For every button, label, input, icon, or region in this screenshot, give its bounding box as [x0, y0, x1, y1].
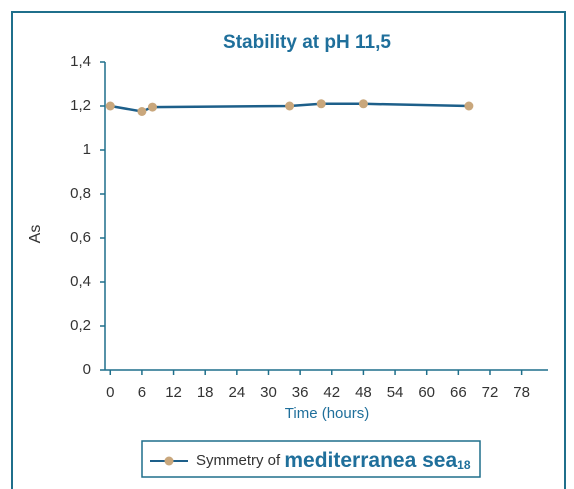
y-axis-label: As: [27, 225, 44, 244]
y-tick-label: 1,2: [70, 97, 91, 114]
data-point: [285, 101, 295, 111]
y-tick-label: 0: [83, 361, 91, 378]
y-tick-label: 1: [83, 141, 91, 158]
data-point: [137, 107, 147, 116]
y-tick-label: 0,2: [70, 317, 91, 334]
legend-label: Symmetry of mediterranea sea18: [196, 449, 471, 473]
y-tick-label: 0,6: [70, 229, 91, 246]
y-tick-label: 1,4: [70, 53, 91, 70]
data-point: [464, 101, 474, 111]
legend-subscript: 18: [457, 458, 471, 472]
chart-title: Stability at pH 11,5: [223, 32, 391, 53]
legend-brand: mediterranea sea: [284, 449, 457, 472]
x-tick-label: 0: [106, 384, 114, 401]
x-tick-label: 36: [292, 384, 309, 401]
legend-name: Symmetry of: [196, 452, 281, 469]
data-point: [358, 99, 368, 109]
x-tick-label: 12: [165, 384, 182, 401]
legend-box: [141, 440, 481, 478]
x-tick-label: 24: [229, 384, 246, 401]
x-tick-label: 60: [418, 384, 435, 401]
legend-marker: [164, 456, 174, 466]
x-tick-label: 18: [197, 384, 214, 401]
x-tick-label: 48: [355, 384, 372, 401]
x-tick-label: 54: [387, 384, 404, 401]
x-tick-label: 66: [450, 384, 467, 401]
x-tick-label: 30: [260, 384, 277, 401]
x-tick-label: 78: [513, 384, 530, 401]
data-point: [316, 99, 326, 109]
x-tick-label: 6: [138, 384, 146, 401]
data-point: [105, 101, 115, 111]
data-point: [147, 102, 157, 112]
x-axis-label: Time (hours): [285, 405, 369, 422]
frame: [11, 11, 566, 489]
x-tick-label: 42: [323, 384, 340, 401]
x-tick-label: 72: [482, 384, 499, 401]
y-tick-label: 0,8: [70, 185, 91, 202]
y-tick-label: 0,4: [70, 273, 91, 290]
